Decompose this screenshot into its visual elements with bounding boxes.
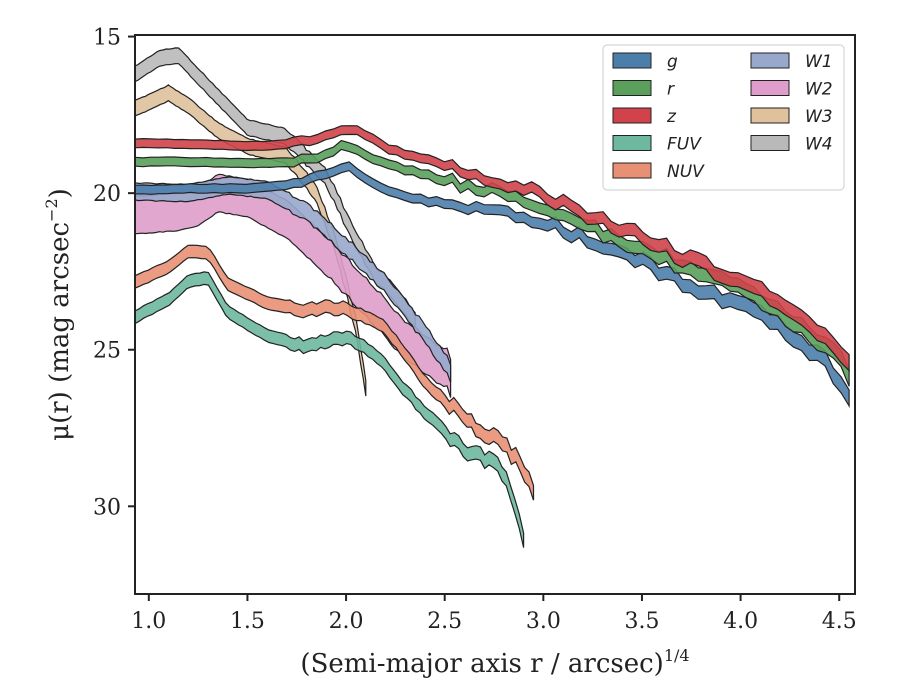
- legend-label-nuv: NUV: [667, 162, 705, 182]
- legend-swatch-fuv: [612, 135, 652, 151]
- y-axis-title-suffix: ): [45, 188, 75, 198]
- series-band-g: [134, 161, 850, 409]
- y-axis-title-main: μ(r) (mag arcsec: [45, 222, 75, 441]
- x-tick-label: 1.5: [230, 609, 265, 634]
- legend-label-w3: W3: [805, 107, 833, 127]
- y-axis-title: μ(r) (mag arcsec−2): [42, 188, 75, 441]
- x-tick-label: 1.0: [131, 609, 166, 634]
- legend-label-z: z: [666, 107, 677, 127]
- x-axis-title: (Semi-major axis r / arcsec)1/4: [300, 646, 689, 679]
- x-tick-label: 2.0: [329, 609, 364, 634]
- x-axis-title-superscript: 1/4: [664, 646, 690, 665]
- plot-frame: [134, 34, 856, 595]
- y-tick-label: 30: [93, 495, 121, 520]
- series-band-nuv: [134, 244, 535, 501]
- legend-swatch-w1: [750, 52, 790, 69]
- x-tick-label: 4.0: [723, 609, 758, 634]
- legend-swatch-w3: [750, 107, 790, 124]
- x-tick-label: 3.5: [624, 609, 659, 634]
- legend-swatch-g: [612, 52, 652, 69]
- legend-swatch-z: [612, 107, 652, 124]
- series-band-w1: [134, 176, 452, 383]
- legend-swatch-w2: [750, 80, 790, 96]
- legend-swatch-w4: [750, 135, 790, 151]
- legend-label-fuv: FUV: [667, 135, 702, 155]
- legend-label-r: r: [667, 80, 675, 100]
- series-band-r: [134, 139, 850, 387]
- x-axis-ticks: 1.0 1.5 2.0 2.5 3.0 3.5 4.0 4.5: [131, 594, 857, 634]
- series-layer: [134, 47, 850, 548]
- x-tick-label: 3.0: [526, 609, 561, 634]
- x-tick-label: 4.5: [822, 609, 857, 634]
- series-band-fuv: [134, 271, 525, 548]
- legend-swatch-r: [612, 80, 652, 96]
- y-axis-ticks: 15 20 25 30: [93, 26, 135, 520]
- legend-label-w2: W2: [805, 80, 833, 100]
- y-tick-label: 20: [93, 182, 121, 207]
- legend-swatch-nuv: [612, 162, 652, 179]
- series-band-z: [134, 125, 850, 373]
- x-axis-title-main: (Semi-major axis r / arcsec): [300, 649, 663, 679]
- y-tick-label: 15: [93, 26, 121, 51]
- y-axis-title-superscript: −2: [42, 198, 61, 222]
- legend-label-w1: W1: [805, 52, 833, 72]
- legend-label-g: g: [667, 52, 678, 72]
- legend-label-w4: W4: [805, 135, 833, 155]
- legend: grz FUV NUV W1 W2 W3 W4: [602, 44, 845, 191]
- y-tick-label: 25: [93, 339, 121, 364]
- x-tick-label: 2.5: [427, 609, 462, 634]
